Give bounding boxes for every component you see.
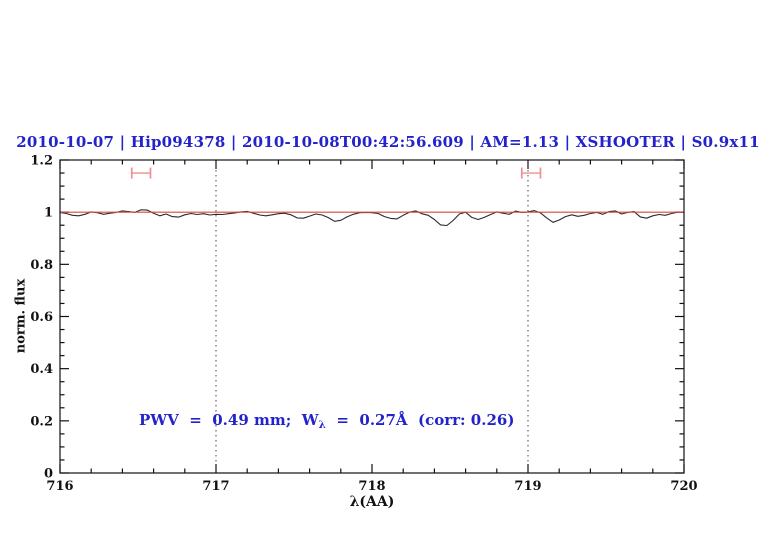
y-tick-label: 1 (44, 206, 53, 221)
y-tick-label: 0.6 (30, 310, 53, 325)
y-tick-label: 0.8 (30, 258, 53, 273)
pwv-annotation-suffix: = 0.27Å (corr: 0.26) (325, 411, 515, 429)
y-tick-label: 0 (44, 467, 53, 482)
y-tick-label: 0.2 (30, 414, 53, 429)
band-marker (520, 167, 542, 179)
plot-frame (59, 159, 685, 474)
x-axis-title: λ(AA) (349, 494, 395, 510)
x-tick-label: 718 (358, 479, 385, 494)
x-tick-label: 719 (514, 479, 541, 494)
x-tick-label: 716 (46, 479, 73, 494)
x-tick-label: 717 (202, 479, 229, 494)
y-tick-label: 0.4 (30, 362, 53, 377)
x-tick-label: 720 (670, 479, 697, 494)
pwv-annotation-prefix: PWV = 0.49 mm; W (139, 411, 319, 429)
band-marker (130, 167, 152, 179)
pwv-annotation: PWV = 0.49 mm; Wλ = 0.27Å (corr: 0.26) (139, 411, 515, 431)
plot-title: 2010-10-07 | Hip094378 | 2010-10-08T00:4… (16, 133, 760, 151)
lambda-subscript-label: λ (318, 419, 326, 431)
y-tick-label: 1.2 (30, 154, 53, 169)
